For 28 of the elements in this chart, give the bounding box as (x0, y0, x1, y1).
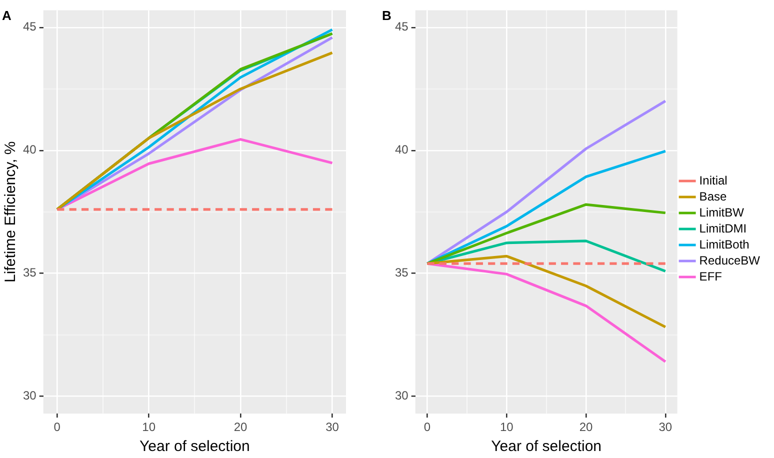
x-tick-label: 30 (326, 420, 340, 434)
y-tick-label: 40 (394, 142, 409, 157)
y-axis-title: Lifetime Efficiency, % (2, 141, 20, 282)
x-axis-title: Year of selection (491, 438, 602, 456)
legend-label: Base (699, 189, 727, 204)
y-tick-label: 35 (22, 266, 37, 280)
y-tick-label: 30 (394, 388, 409, 403)
y-tick-label: 45 (22, 20, 37, 34)
chart-title: A (2, 8, 12, 24)
x-tick-label: 0 (424, 420, 431, 434)
chart-title: B (382, 8, 392, 24)
legend-label: Initial (699, 173, 728, 188)
x-tick-label: 20 (579, 420, 594, 434)
y-tick-label: 45 (394, 20, 409, 34)
legend-label: EFF (699, 269, 722, 284)
y-tick-label: 30 (22, 388, 37, 403)
x-tick-label: 30 (658, 420, 672, 434)
legend-label: LimitDMI (699, 221, 747, 236)
x-axis-title: Year of selection (139, 438, 250, 456)
legend-label: LimitBoth (699, 237, 750, 252)
x-tick-label: 10 (500, 420, 514, 434)
x-tick-label: 0 (54, 420, 61, 434)
legend-label: LimitBW (699, 205, 745, 220)
x-tick-label: 10 (142, 420, 156, 434)
x-tick-label: 20 (234, 420, 248, 434)
y-tick-label: 35 (394, 266, 409, 280)
legend-label: ReduceBW (699, 253, 761, 268)
y-tick-label: 40 (22, 142, 37, 157)
